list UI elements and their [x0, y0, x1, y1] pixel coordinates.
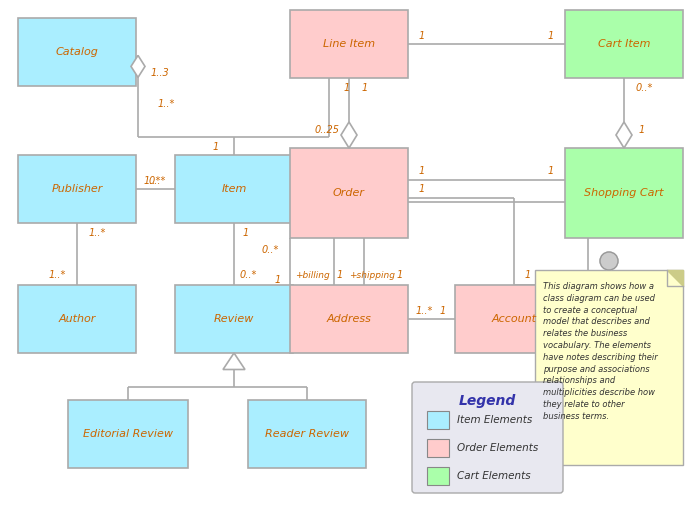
FancyBboxPatch shape	[427, 439, 449, 457]
Text: 1..*: 1..*	[415, 306, 433, 316]
FancyBboxPatch shape	[535, 270, 683, 465]
Text: 1: 1	[639, 125, 645, 135]
Text: 1: 1	[440, 306, 446, 316]
Text: Editorial Review: Editorial Review	[83, 429, 173, 439]
Text: 1: 1	[548, 167, 554, 177]
FancyBboxPatch shape	[412, 382, 563, 493]
Text: Review: Review	[214, 314, 254, 324]
Text: 1: 1	[213, 142, 219, 152]
FancyBboxPatch shape	[175, 285, 293, 353]
FancyBboxPatch shape	[455, 285, 573, 353]
Text: Address: Address	[327, 314, 371, 324]
Text: Line Item: Line Item	[323, 39, 375, 49]
Text: 0..*: 0..*	[261, 245, 279, 255]
Text: 1: 1	[362, 83, 368, 93]
FancyBboxPatch shape	[565, 10, 683, 78]
Text: Reader Review: Reader Review	[265, 429, 349, 439]
FancyBboxPatch shape	[427, 411, 449, 429]
Polygon shape	[223, 353, 245, 370]
Text: Shopping Cart: Shopping Cart	[584, 188, 664, 198]
Text: 1: 1	[275, 275, 281, 285]
Text: Item Elements: Item Elements	[457, 415, 533, 425]
Text: 0..*: 0..*	[148, 176, 165, 186]
Text: 1..*: 1..*	[48, 270, 66, 280]
FancyBboxPatch shape	[175, 155, 293, 223]
Text: 1: 1	[419, 167, 425, 177]
FancyBboxPatch shape	[290, 10, 408, 78]
Text: Item: Item	[221, 184, 246, 194]
Text: 1: 1	[419, 184, 425, 194]
Text: Account: Account	[491, 314, 537, 324]
Text: 1: 1	[337, 270, 343, 280]
Polygon shape	[131, 56, 145, 77]
Text: Cart Elements: Cart Elements	[457, 471, 530, 481]
Text: Cart Item: Cart Item	[597, 39, 651, 49]
Text: Order Elements: Order Elements	[457, 443, 538, 453]
Text: 1..*: 1..*	[157, 99, 174, 109]
Polygon shape	[341, 122, 357, 148]
FancyBboxPatch shape	[290, 285, 408, 353]
Text: 1: 1	[419, 31, 425, 41]
Polygon shape	[616, 122, 632, 148]
Text: Publisher: Publisher	[52, 184, 103, 194]
FancyBboxPatch shape	[248, 400, 366, 468]
Text: 1: 1	[397, 270, 403, 280]
Text: 0..25: 0..25	[315, 125, 339, 135]
Text: 0..*: 0..*	[635, 83, 653, 93]
FancyBboxPatch shape	[18, 285, 136, 353]
Text: +shipping: +shipping	[349, 271, 395, 279]
Text: 1: 1	[344, 83, 350, 93]
Text: Legend: Legend	[459, 394, 516, 408]
Text: Author: Author	[59, 314, 96, 324]
Text: This diagram shows how a
class diagram can be used
to create a conceptual
model : This diagram shows how a class diagram c…	[543, 282, 658, 421]
Text: 1: 1	[525, 270, 531, 280]
Text: Catalog: Catalog	[56, 47, 98, 57]
Text: 1..*: 1..*	[143, 176, 161, 186]
FancyBboxPatch shape	[427, 467, 449, 485]
FancyBboxPatch shape	[18, 18, 136, 86]
Text: 1..3: 1..3	[151, 68, 170, 78]
Text: 1: 1	[243, 228, 249, 238]
Text: 1: 1	[548, 31, 554, 41]
Text: 1..*: 1..*	[89, 228, 105, 238]
FancyBboxPatch shape	[68, 400, 188, 468]
Text: Order: Order	[333, 188, 365, 198]
Circle shape	[600, 252, 618, 270]
Polygon shape	[667, 270, 683, 286]
Text: 0..*: 0..*	[239, 270, 257, 280]
FancyBboxPatch shape	[565, 148, 683, 238]
FancyBboxPatch shape	[18, 155, 136, 223]
Text: +billing: +billing	[295, 271, 329, 279]
FancyBboxPatch shape	[290, 148, 408, 238]
